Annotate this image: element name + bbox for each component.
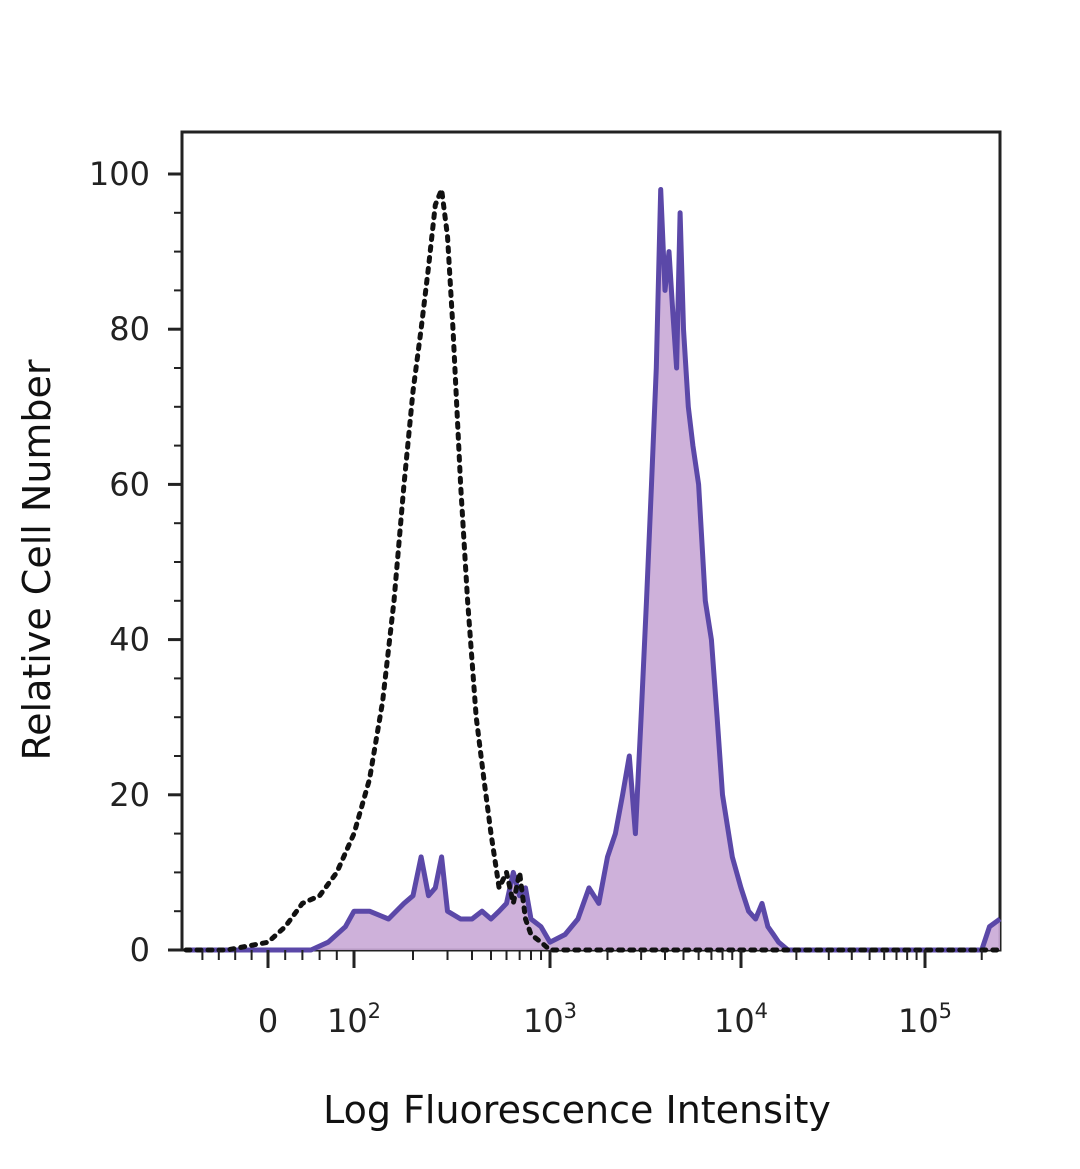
filled-histogram-line [186,187,1002,953]
x-tick-label: 0 [258,1002,278,1040]
x-tick-label: 104 [714,999,768,1040]
y-axis-title: Relative Cell Number [15,359,59,760]
control-histogram-dotted-line [183,179,1003,953]
y-tick-label: 60 [109,465,150,503]
x-tick-label: 103 [523,999,577,1040]
x-tick-label: 105 [898,999,952,1040]
y-tick-label: 20 [109,776,150,814]
y-tick-label: 0 [130,931,150,969]
x-axis-title: Log Fluorescence Intensity [323,1088,831,1132]
plot-frame [180,130,1002,952]
y-tick-label: 100 [89,155,150,193]
filled-histogram-area [186,189,1000,950]
axis-layer: 0 20 40 60 80 100 0 102 103 104 105 [89,155,983,1040]
x-tick-label: 102 [327,999,381,1040]
y-tick-label: 40 [109,621,150,659]
y-tick-label: 80 [109,310,150,348]
series-layer [183,179,1003,953]
